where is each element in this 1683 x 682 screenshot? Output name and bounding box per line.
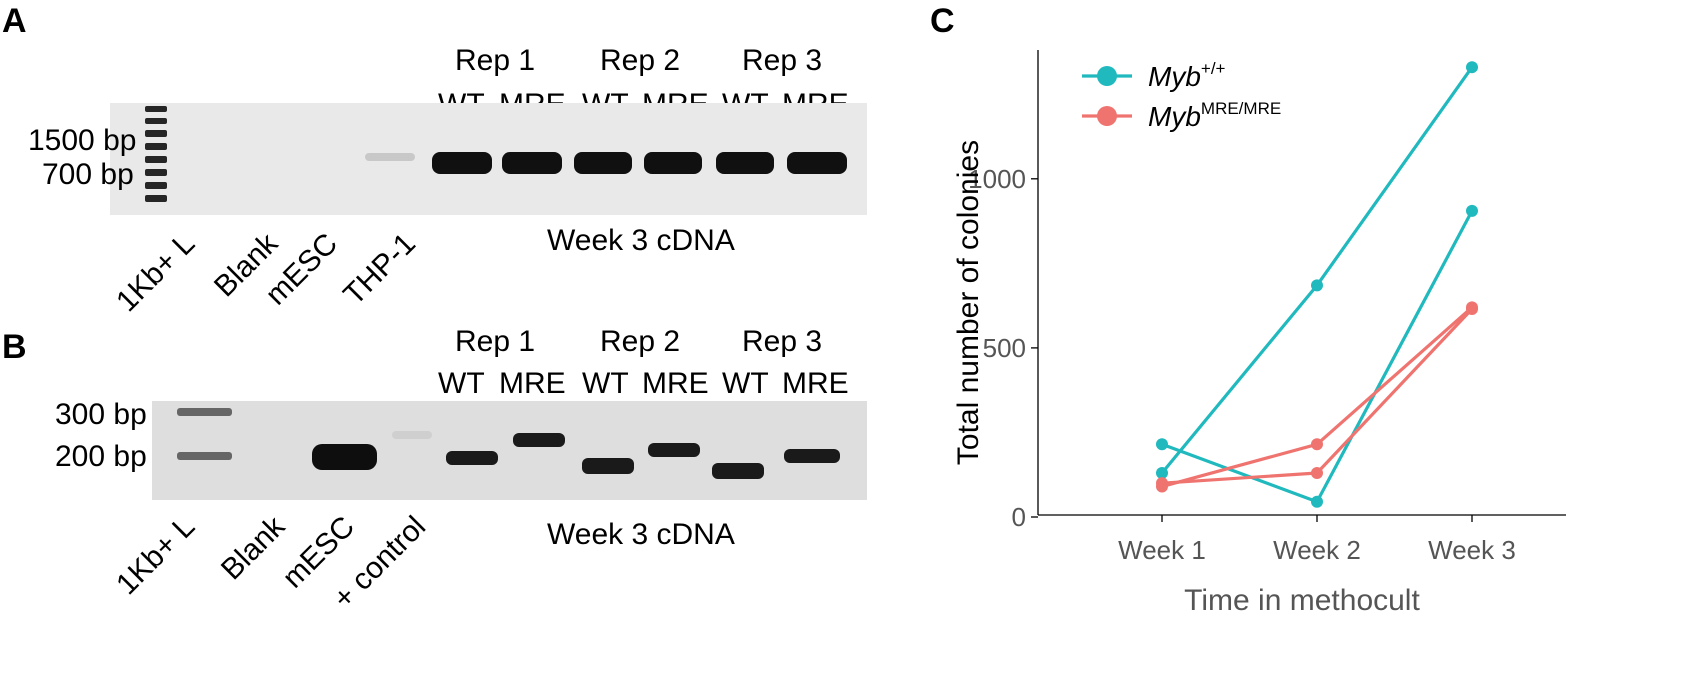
condition-label: MRE <box>499 367 566 400</box>
legend-marker-mre <box>1097 106 1117 126</box>
size-marker: 1500 bp <box>28 124 137 157</box>
data-point-mre <box>1156 477 1168 490</box>
group-label: Week 3 cDNA <box>547 224 735 257</box>
legend-label-mre: MybMRE/MRE <box>1148 99 1281 132</box>
thp1-band <box>365 153 415 161</box>
lane-label: 1Kb+ L <box>110 509 202 602</box>
lane-label: 1Kb+ L <box>110 226 202 319</box>
data-point-wt <box>1311 279 1323 292</box>
legend-marker-wt <box>1097 66 1117 86</box>
sample-band <box>716 152 774 174</box>
sample-band <box>648 443 700 457</box>
sample-band <box>787 152 847 174</box>
sample-band <box>513 433 565 447</box>
colonies-chart: 0 500 1000 Week 1 Week 2 Week 3 Time in methoc… <box>952 50 1566 617</box>
condition-label: WT <box>438 367 485 400</box>
rep-label: Rep 1 <box>455 325 536 358</box>
x-tick-label: Week 2 <box>1273 535 1361 565</box>
y-tick-label: 500 <box>983 333 1026 363</box>
size-marker: 300 bp <box>55 398 147 431</box>
rep-label: Rep 2 <box>600 325 681 358</box>
data-point-mre <box>1311 467 1323 480</box>
data-point-wt <box>1156 438 1168 451</box>
panel-b-label: B <box>2 328 27 366</box>
series-line-mre <box>1161 306 1474 489</box>
gel-a-image <box>110 103 867 215</box>
lane-label: THP-1 <box>337 226 423 312</box>
size-marker: 700 bp <box>42 158 134 191</box>
series-line-mre <box>1161 307 1474 485</box>
ladder-band <box>145 106 167 112</box>
data-point-wt <box>1466 61 1478 74</box>
sample-band <box>574 152 632 174</box>
panel-c-label: C <box>930 2 955 40</box>
size-marker: 200 bp <box>55 440 147 473</box>
data-point-wt <box>1466 204 1478 217</box>
sample-band <box>582 458 634 474</box>
data-point-mre <box>1466 303 1478 316</box>
condition-label: MRE <box>782 367 849 400</box>
rep-label: Rep 1 <box>455 44 536 77</box>
ladder-band <box>177 452 232 460</box>
group-label: Week 3 cDNA <box>547 518 735 551</box>
gel-b-bands <box>177 408 840 479</box>
rep-label: Rep 2 <box>600 44 681 77</box>
ladder-band <box>145 143 167 150</box>
y-tick-label: 1000 <box>968 164 1026 194</box>
mesc-band <box>312 444 377 470</box>
series-line-wt <box>1160 66 1474 475</box>
sample-bands-b <box>446 433 840 479</box>
ladder-band <box>145 195 167 202</box>
data-point-mre <box>1311 438 1323 451</box>
ladder-a <box>145 106 167 202</box>
y-axis-title: Total number of colonies <box>952 140 985 465</box>
ladder-band <box>177 408 232 416</box>
sample-band <box>644 152 702 174</box>
ladder-band <box>145 169 167 176</box>
x-tick-label: Week 3 <box>1428 535 1516 565</box>
ladder-band <box>145 130 167 137</box>
panel-a-label: A <box>2 2 27 40</box>
sample-band <box>446 451 498 465</box>
x-tick-label: Week 1 <box>1118 535 1206 565</box>
ladder-band <box>145 118 167 124</box>
condition-label: MRE <box>642 367 709 400</box>
condition-label: WT <box>582 367 629 400</box>
data-point-wt <box>1311 495 1323 508</box>
sample-band <box>502 152 562 174</box>
rep-label: Rep 3 <box>742 44 823 77</box>
x-axis-title: Time in methocult <box>1184 584 1420 617</box>
gel-b-image <box>152 401 867 500</box>
ladder-band <box>145 156 167 163</box>
legend-label-wt: Myb+/+ <box>1148 59 1226 92</box>
ladder-band <box>145 182 167 189</box>
rep-label: Rep 3 <box>742 325 823 358</box>
sample-band <box>432 152 492 174</box>
control-band <box>392 431 432 439</box>
sample-band <box>784 449 840 463</box>
gel-a-bands <box>145 106 847 202</box>
y-tick-label: 0 <box>1012 502 1026 532</box>
sample-bands-a <box>432 152 847 174</box>
sample-band <box>712 463 764 479</box>
condition-label: WT <box>722 367 769 400</box>
data-point-wt <box>1156 467 1168 480</box>
